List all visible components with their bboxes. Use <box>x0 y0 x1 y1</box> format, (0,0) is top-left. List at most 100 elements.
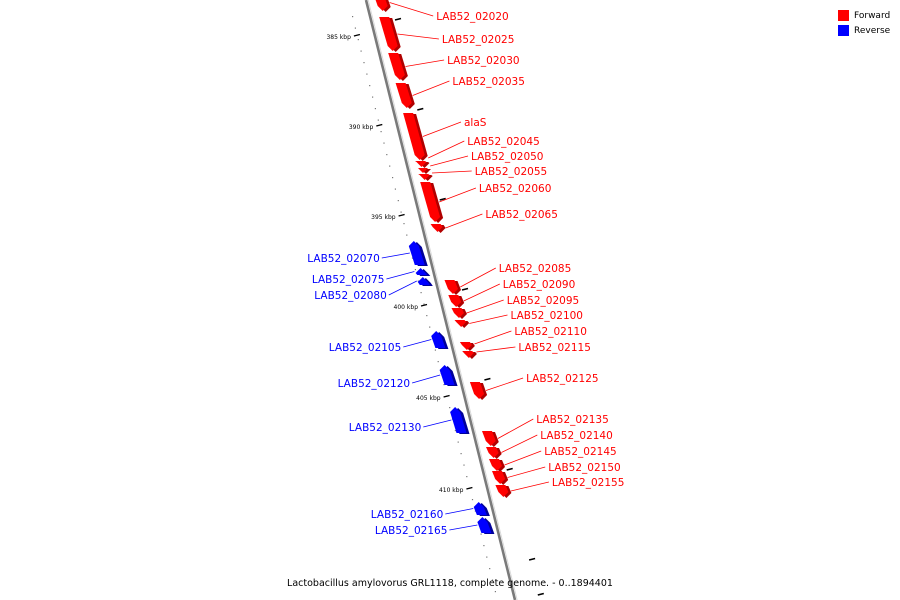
ruler-dot <box>454 430 456 432</box>
gene-LAB52_02165[interactable] <box>477 517 495 534</box>
label-leader <box>412 80 450 96</box>
label-leader <box>466 299 504 314</box>
gene-features[interactable] <box>374 0 512 534</box>
gene-arrow <box>482 431 496 446</box>
ruler-dot <box>494 591 496 593</box>
gene-LAB52_02135[interactable] <box>482 431 499 447</box>
gene-LAB52_02110[interactable] <box>459 342 475 351</box>
ruler-dot <box>383 142 385 144</box>
gene-LAB52_02105[interactable] <box>431 331 449 349</box>
gene-label: LAB52_02120 <box>338 378 411 390</box>
scale-tick-mark <box>376 123 383 127</box>
ruler-dot <box>372 96 374 98</box>
gene-labels: LAB52_02020 LAB52_02025 LAB52_02030 LAB52_0… <box>307 11 624 537</box>
ruler-dot <box>352 16 354 18</box>
label-leader <box>397 33 439 40</box>
gene-arrow <box>469 382 485 399</box>
label-leader <box>428 140 465 159</box>
label-leader <box>510 481 549 492</box>
gene-arrow <box>430 224 443 232</box>
label-leader <box>388 280 417 296</box>
ruler-dot <box>363 62 365 64</box>
gene-LAB52_02045[interactable] <box>415 161 430 168</box>
gene-arrow <box>417 277 430 285</box>
backbone-dash <box>417 107 424 111</box>
gene-arrow <box>454 320 467 327</box>
gene-LAB52_02075[interactable] <box>415 268 431 276</box>
gene-label: LAB52_02140 <box>540 430 613 442</box>
gene-arrow <box>415 268 428 275</box>
gene-arrow <box>486 447 499 458</box>
gene-label: LAB52_02100 <box>511 310 584 322</box>
gene-LAB52_02065[interactable] <box>430 224 446 233</box>
ruler-dot <box>429 326 431 328</box>
gene-LAB52_02085[interactable] <box>444 280 462 295</box>
ruler-dot <box>417 280 419 282</box>
gene-LAB52_02120[interactable] <box>439 365 458 386</box>
scale-tick-label: 405 kbp <box>416 395 441 402</box>
genome-caption: Lactobacillus amylovorus GRL1118, comple… <box>287 578 613 589</box>
gene-arrow <box>444 280 458 294</box>
ruler-dot <box>357 39 359 41</box>
backbone-dash <box>506 467 513 471</box>
gene-LAB52_02090[interactable] <box>448 295 465 308</box>
gene-LAB52_02125[interactable] <box>469 382 488 400</box>
gene-LAB52_02050[interactable] <box>416 168 431 174</box>
gene-LAB52_02155[interactable] <box>495 485 512 498</box>
gene-label: LAB52_02020 <box>436 11 509 23</box>
label-leader <box>474 330 512 345</box>
label-leader <box>497 418 534 439</box>
gene-LAB52_02070[interactable] <box>408 241 428 266</box>
ruler-dot <box>449 407 451 409</box>
scale-tick-label: 395 kbp <box>371 214 396 221</box>
ruler-dot <box>480 533 482 535</box>
ruler-dot <box>443 384 445 386</box>
ruler-dot <box>380 131 382 133</box>
gene-label: LAB52_02105 <box>329 342 402 354</box>
gene-LAB52_02060[interactable] <box>420 182 444 223</box>
gene-label: LAB52_02030 <box>447 55 519 67</box>
backbone-dash <box>528 557 536 561</box>
ruler-dot <box>392 177 394 179</box>
ruler-dot <box>420 292 422 294</box>
ruler-dot <box>369 85 371 87</box>
gene-LAB52_02080[interactable] <box>417 277 433 286</box>
gene-alaS[interactable] <box>403 113 428 161</box>
gene-LAB52_02140[interactable] <box>486 447 502 459</box>
gene-LAB52_02095[interactable] <box>451 308 468 319</box>
genome-backbone <box>364 0 518 600</box>
gene-LAB52_02030[interactable] <box>388 53 408 81</box>
gene-label: LAB52_02035 <box>452 76 525 88</box>
ruler-dot <box>460 453 462 455</box>
gene-LAB52_02130[interactable] <box>450 407 470 434</box>
gene-label: LAB52_02070 <box>307 253 380 265</box>
gene-LAB52_02145[interactable] <box>489 459 505 472</box>
ruler-dots <box>352 16 496 593</box>
gene-arrow <box>459 342 472 350</box>
label-leader <box>411 374 441 384</box>
gene-label: LAB52_02095 <box>507 295 580 307</box>
ruler-dot <box>360 50 362 52</box>
gene-label: LAB52_02145 <box>544 446 617 458</box>
gene-LAB52_02100[interactable] <box>454 320 470 328</box>
gene-LAB52_02025[interactable] <box>379 17 401 52</box>
reverse-swatch <box>838 25 849 36</box>
gene-label: LAB52_02125 <box>526 373 599 385</box>
ruler-dot <box>386 154 388 156</box>
gene-LAB52_02035[interactable] <box>395 83 415 109</box>
ruler-dot <box>389 165 391 167</box>
label-leader <box>463 283 500 302</box>
label-leaders <box>381 2 549 531</box>
gene-LAB52_02055[interactable] <box>418 174 433 181</box>
gene-arrow <box>388 53 405 80</box>
gene-LAB52_02115[interactable] <box>462 351 477 359</box>
ruler-dot <box>486 556 488 558</box>
backbone-dash <box>439 197 446 201</box>
gene-LAB52_02160[interactable] <box>473 502 490 516</box>
gene-LAB52_02020[interactable] <box>374 0 391 12</box>
gene-arrow <box>431 331 446 348</box>
gene-arrow <box>375 0 388 11</box>
gene-LAB52_02150[interactable] <box>492 471 509 485</box>
label-leader <box>389 2 434 17</box>
